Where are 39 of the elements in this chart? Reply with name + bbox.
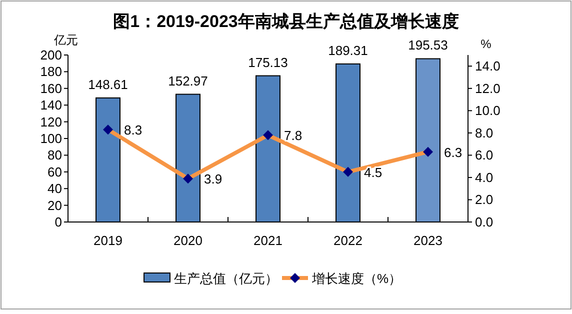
data-label: 148.61 [88,76,128,92]
y2-tick-label: 8.0 [475,125,494,140]
data-label: 3.9 [204,172,222,187]
chart-title: 图1：2019-2023年南城县生产总值及增长速度 [113,12,459,31]
y-tick-label: 120 [40,114,62,130]
legend-label: 增长速度（%） [311,271,402,286]
x-tick-label: 2020 [174,233,202,248]
y-tick-label: 0 [54,214,62,230]
y2-tick-label: 6.0 [475,148,494,163]
y-tick-label: 140 [40,98,62,113]
y2-tick-label: 2.0 [475,192,494,208]
y2-tick-label: 12.0 [475,80,500,96]
legend-label: 生产总值（亿元） [174,271,278,286]
y-tick-label: 100 [40,131,62,146]
data-label: 175.13 [248,54,288,70]
y-tick-label: 180 [40,64,62,80]
y-tick-label: 80 [48,148,62,163]
data-label: 7.8 [284,128,302,144]
data-label: 6.3 [444,144,462,160]
y2-tick-label: 10.0 [475,103,500,118]
y-tick-label: 200 [40,48,62,62]
y2-tick-label: 14.0 [475,58,500,74]
y2-tick-label: 4.0 [475,170,494,185]
x-tick-label: 2023 [414,233,442,248]
data-label: 4.5 [364,164,382,180]
data-label: 195.53 [408,38,448,53]
y-tick-label: 160 [40,80,62,96]
x-tick-label: 2021 [254,233,282,248]
y-axis-title: 亿元 [53,33,78,47]
data-label: 189.31 [328,42,368,58]
y-tick-label: 60 [48,164,62,180]
data-label: 152.97 [168,73,208,88]
x-tick-label: 2022 [334,233,362,248]
x-tick-label: 2019 [94,233,122,248]
y-tick-label: 40 [48,181,62,196]
y2-tick-label: 0.0 [475,214,494,230]
y2-axis-title: % [480,37,492,51]
y-tick-label: 20 [48,198,62,213]
data-label: 8.3 [124,122,142,138]
